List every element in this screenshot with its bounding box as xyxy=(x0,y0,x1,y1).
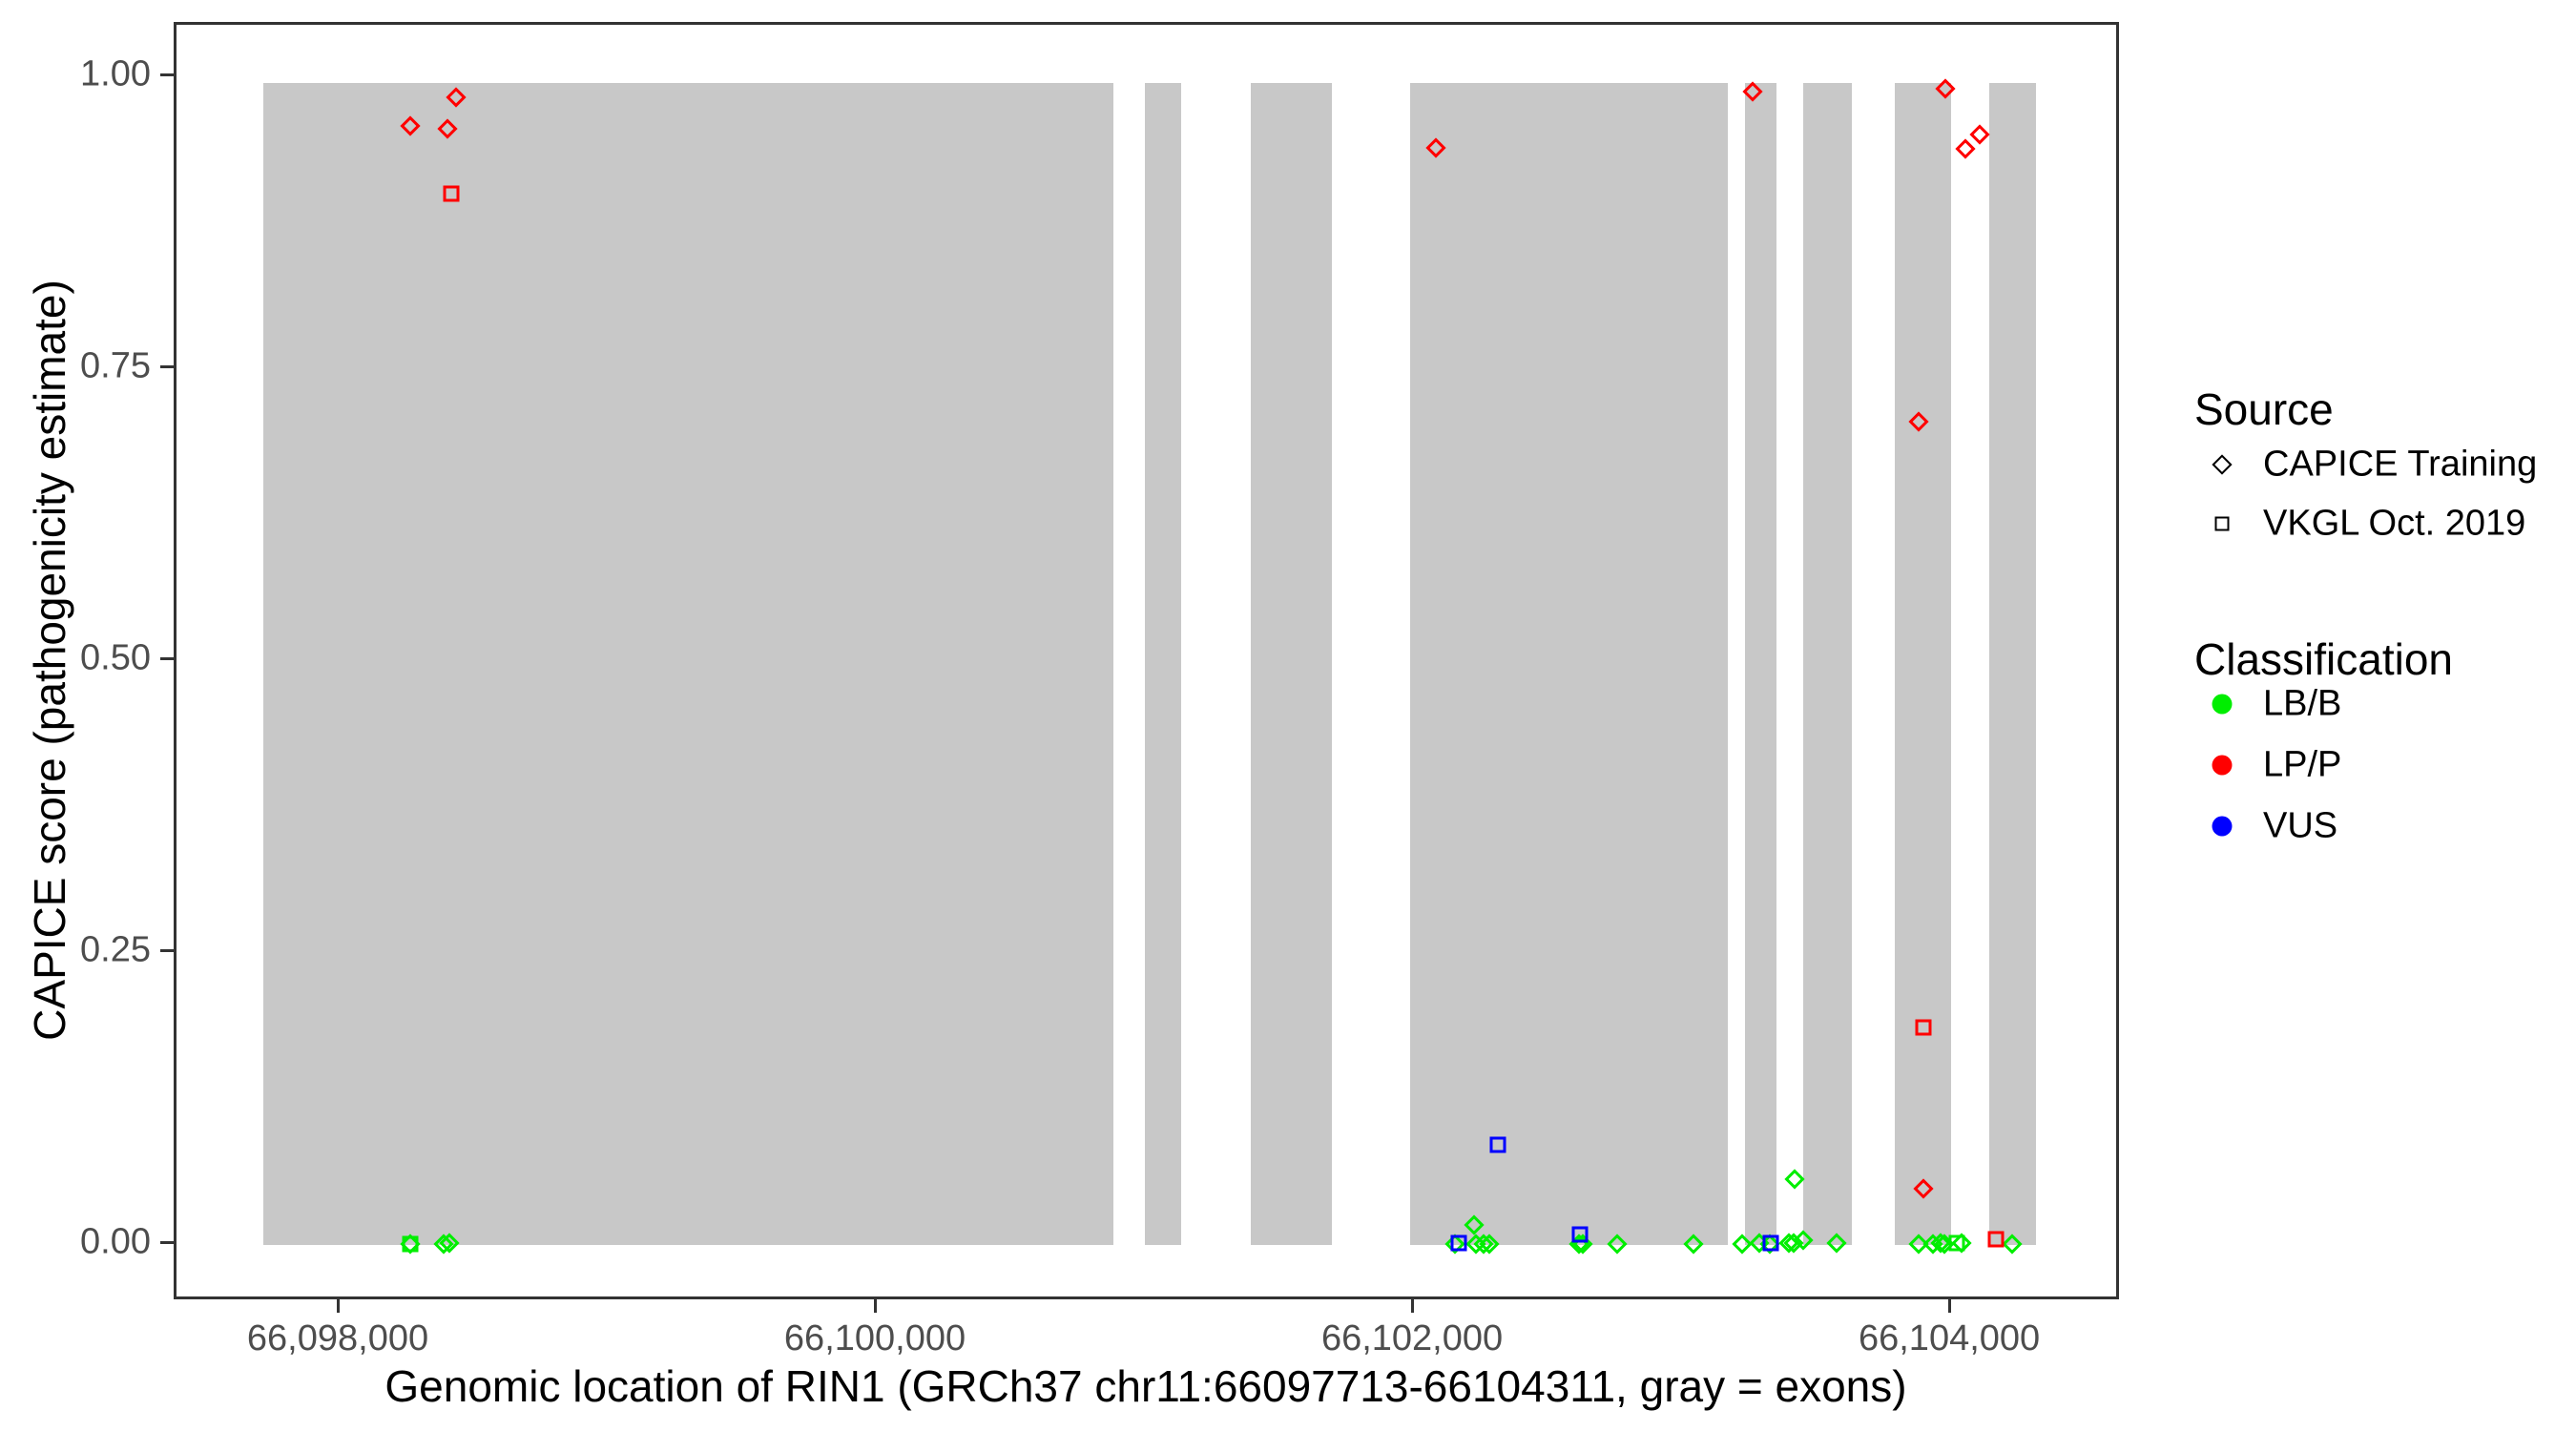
data-point xyxy=(1683,1234,1704,1255)
data-point xyxy=(1955,138,1976,159)
data-points-layer xyxy=(177,25,2116,1296)
data-point xyxy=(443,185,460,202)
data-point xyxy=(1464,1214,1485,1235)
legend-item-label: VKGL Oct. 2019 xyxy=(2263,503,2526,544)
exon-band xyxy=(1745,83,1776,1246)
x-tick-mark xyxy=(1947,1299,1951,1313)
legend-item-label: LP/P xyxy=(2263,744,2342,785)
data-point xyxy=(1969,124,1990,145)
data-point xyxy=(1908,411,1929,432)
diamond-outline-icon xyxy=(2212,454,2233,475)
x-tick-label: 66,104,000 xyxy=(1858,1318,2041,1358)
y-tick-mark xyxy=(160,948,174,952)
square-outline-icon xyxy=(2214,516,2230,531)
data-point xyxy=(1948,1234,1965,1252)
exon-band xyxy=(1251,83,1333,1246)
exon-band xyxy=(1409,83,1728,1246)
exon-band xyxy=(1894,83,1951,1246)
green-dot-icon xyxy=(2212,694,2233,715)
data-point xyxy=(1935,78,1956,99)
exon-band xyxy=(1803,83,1853,1246)
legend-source-title: Source xyxy=(2194,384,2334,434)
plot-panel xyxy=(174,22,2119,1299)
blue-dot-icon xyxy=(2212,816,2233,837)
y-tick-label: 1.00 xyxy=(80,53,151,94)
data-point xyxy=(2001,1234,2023,1255)
exon-bands-layer xyxy=(177,25,2116,1296)
data-point xyxy=(402,1235,419,1253)
y-axis-title: CAPICE score (pathogenicity estimate) xyxy=(25,280,74,1041)
y-tick-label: 0.75 xyxy=(80,345,151,386)
data-point xyxy=(1784,1169,1805,1191)
legend-classification-title: Classification xyxy=(2194,634,2453,684)
exon-band xyxy=(1988,83,2036,1246)
data-point xyxy=(1571,1226,1589,1243)
y-tick-mark xyxy=(160,364,174,368)
x-tick-mark xyxy=(336,1299,340,1313)
data-point xyxy=(1826,1232,1847,1254)
data-point xyxy=(1607,1234,1628,1255)
data-point xyxy=(1450,1234,1467,1252)
y-tick-label: 0.25 xyxy=(80,929,151,970)
x-tick-label: 66,102,000 xyxy=(1320,1318,1504,1358)
x-tick-mark xyxy=(873,1299,877,1313)
x-tick-label: 66,100,000 xyxy=(783,1318,966,1358)
exon-band xyxy=(263,83,1113,1246)
x-axis-title: Genomic location of RIN1 (GRCh37 chr11:6… xyxy=(384,1361,1907,1411)
data-point xyxy=(1425,136,1446,158)
legend-item-label: LB/B xyxy=(2263,683,2342,724)
data-point xyxy=(1913,1178,1934,1199)
data-point xyxy=(1915,1019,1932,1036)
x-tick-mark xyxy=(1410,1299,1414,1313)
data-point xyxy=(1489,1136,1506,1153)
data-point xyxy=(1762,1234,1779,1252)
y-tick-label: 0.00 xyxy=(80,1221,151,1262)
y-tick-label: 0.50 xyxy=(80,637,151,678)
legend-item-label: VUS xyxy=(2263,805,2338,846)
x-tick-label: 66,098,000 xyxy=(246,1318,429,1358)
data-point xyxy=(400,115,421,137)
y-tick-mark xyxy=(160,1240,174,1244)
exon-band xyxy=(1144,83,1181,1246)
red-dot-icon xyxy=(2212,755,2233,776)
data-point xyxy=(446,87,467,108)
data-point xyxy=(437,118,458,139)
legend-item-label: CAPICE Training xyxy=(2263,444,2538,485)
data-point xyxy=(1742,81,1763,102)
data-point xyxy=(1987,1231,2005,1248)
y-tick-mark xyxy=(160,656,174,660)
y-tick-mark xyxy=(160,73,174,76)
